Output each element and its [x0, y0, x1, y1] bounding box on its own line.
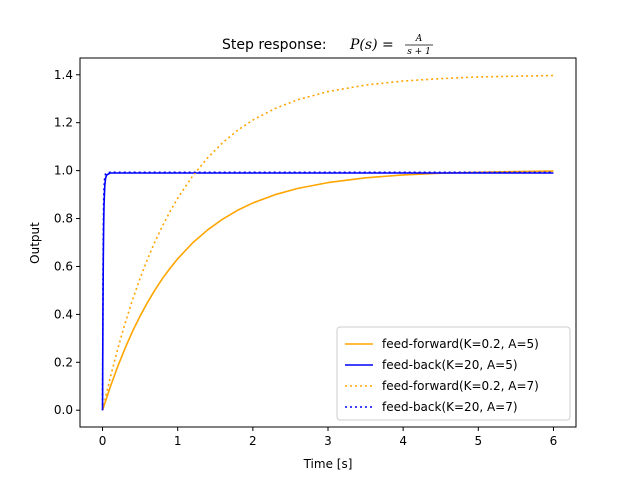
legend: feed-forward(K=0.2, A=5) feed-back(K=20, … [336, 326, 571, 421]
y-tick-label: 0.8 [54, 212, 73, 226]
x-axis-label: Time [s] [303, 457, 353, 471]
chart-title-math-lhs: P(s) = [349, 37, 398, 53]
x-tick-label: 1 [174, 434, 182, 448]
chart-title-prefix: Step response: [222, 37, 331, 53]
chart-title-numerator: A [415, 34, 423, 44]
axis-ticks: 0 1 2 3 4 5 6 0.0 0.2 0.4 0.6 0.8 1.0 1.2 1.4 [54, 68, 557, 448]
y-tick-label: 0.6 [54, 259, 73, 273]
y-tick-label: 0.0 [54, 403, 73, 417]
x-tick-label: 6 [550, 434, 558, 448]
x-tick-label: 3 [324, 434, 332, 448]
y-tick-label: 0.2 [54, 355, 73, 369]
x-tick-label: 5 [474, 434, 482, 448]
legend-label-3: feed-forward(K=0.2, A=7) [382, 379, 539, 393]
y-tick-label: 1.0 [54, 164, 73, 178]
legend-label-1: feed-forward(K=0.2, A=5) [382, 337, 539, 351]
series-line-1 [101, 170, 554, 411]
legend-label-2: feed-back(K=20, A=5) [382, 358, 518, 372]
plot-area: 0 1 2 3 4 5 6 0.0 0.2 0.4 0.6 0.8 1.0 1.2 1.4 [54, 57, 577, 448]
axes-frame [79, 57, 577, 428]
chart-title: Step response: P(s) = A s + 1 [222, 34, 433, 57]
series-line-4 [101, 171, 554, 411]
x-tick-label: 4 [399, 434, 407, 448]
y-tick-label: 1.4 [54, 68, 73, 82]
y-tick-label: 1.2 [54, 116, 73, 130]
series-line-3 [101, 74, 554, 411]
legend-label-4: feed-back(K=20, A=7) [382, 400, 518, 414]
chart-title-denominator: s + 1 [407, 47, 431, 57]
y-tick-label: 0.4 [54, 307, 73, 321]
legend-box [336, 326, 571, 421]
x-tick-label: 2 [249, 434, 257, 448]
series-layer [101, 74, 554, 411]
y-axis-label: Output [28, 222, 42, 264]
x-tick-label: 0 [99, 434, 107, 448]
